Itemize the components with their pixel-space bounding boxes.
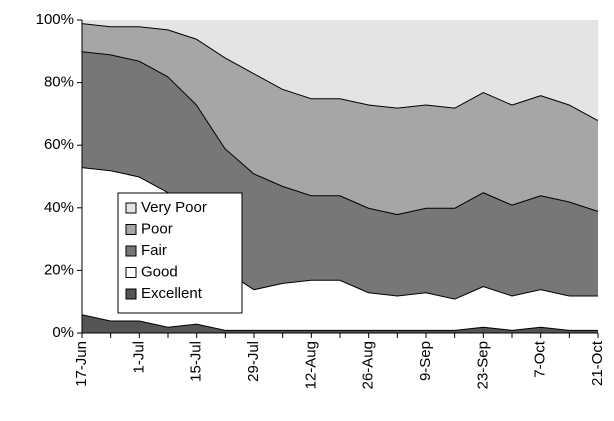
x-tick-label: 9-Sep [417,341,434,381]
x-tick-label: 26-Aug [360,341,377,389]
y-tick-label: 20% [44,261,74,278]
area [82,23,598,215]
x-tick-label: 17-Jun [73,341,90,387]
legend-label: Poor [141,220,173,237]
legend-label: Excellent [141,285,203,302]
legend-label: Very Poor [141,199,207,216]
x-tick-label: 29-Jul [245,341,262,382]
y-tick-label: 100% [36,11,74,28]
legend-swatch [125,267,137,278]
legend: Very Poor Poor Fair Good Excellent [117,192,243,314]
y-tick-label: 40% [44,199,74,216]
x-tick-label: 1-Jul [130,341,147,374]
y-tick-label: 60% [44,136,74,153]
x-tick-label: 23-Sep [474,341,491,389]
x-tick-label: 21-Oct [589,340,606,386]
legend-label: Fair [141,242,167,259]
area [82,20,598,121]
legend-box [117,192,243,314]
legend-swatch [125,245,137,257]
x-tick-label: 15-Jul [188,341,205,382]
legend-swatch [125,202,137,214]
y-tick-label: 0% [52,324,74,341]
x-tick-label: 12-Aug [302,341,319,389]
legend-swatch [125,224,137,235]
y-tick-label: 80% [44,74,74,91]
x-tick-label: 7-Oct [532,340,549,378]
legend-label: Good [141,263,178,280]
legend-swatch [125,288,137,300]
